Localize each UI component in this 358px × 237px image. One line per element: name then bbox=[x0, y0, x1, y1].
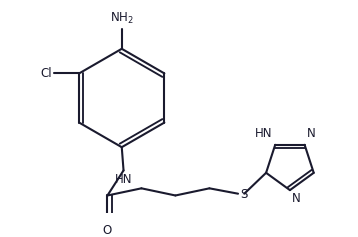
Text: N: N bbox=[292, 192, 300, 205]
Text: S: S bbox=[240, 188, 247, 201]
Text: HN: HN bbox=[115, 173, 132, 186]
Text: O: O bbox=[103, 224, 112, 237]
Text: NH$_2$: NH$_2$ bbox=[110, 11, 134, 27]
Text: Cl: Cl bbox=[41, 67, 52, 80]
Text: HN: HN bbox=[255, 127, 272, 140]
Text: N: N bbox=[306, 127, 315, 140]
